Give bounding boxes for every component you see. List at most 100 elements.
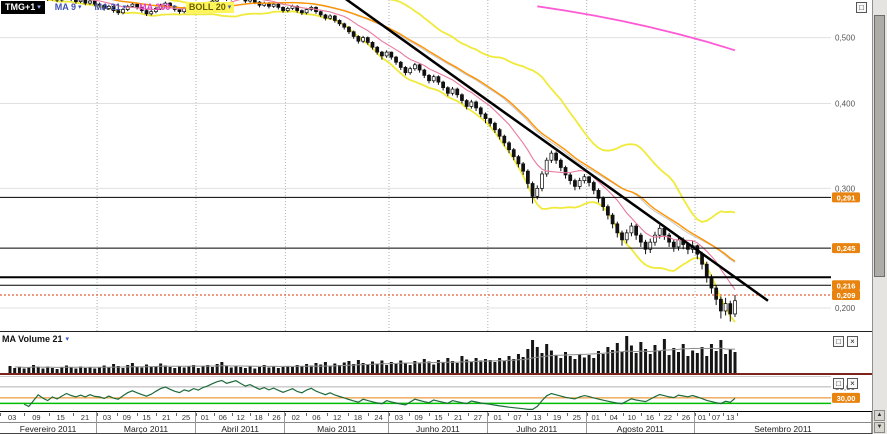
price-axis: 0,500 0,400 0,300 0,200 0,291 0,245 0,2160,209… <box>832 34 860 403</box>
axis-tick <box>622 413 624 416</box>
axis-tick <box>487 413 489 416</box>
legend-items: MA 9 ▾ MA 21 ▾ MA 200 ▾ BOLL 20 ▾ <box>52 2 235 13</box>
axis-day-label: 01 <box>591 413 600 422</box>
axis-month-label: Abril 2011 <box>221 424 259 434</box>
volume-pane <box>8 336 737 373</box>
axis-month-label: Junho 2011 <box>415 424 460 434</box>
axis-day-label: 09 <box>414 413 423 422</box>
axis-day-label: 07 <box>711 413 721 422</box>
axis-tick <box>566 413 568 416</box>
month-cell: 01 07 13 19 25 Julho 2011 <box>487 412 588 434</box>
axis-day-label: 27 <box>473 413 483 422</box>
candles-group <box>47 0 737 322</box>
symbol-label: TMG+1 <box>5 2 36 12</box>
price-axis-label: 0,200 <box>835 304 856 313</box>
axis-day-label: 25 <box>572 413 581 422</box>
axis-day-label: 16 <box>645 413 655 422</box>
axis-month-label: Agosto 2011 <box>616 424 664 434</box>
axis-tick <box>249 413 251 416</box>
axis-day-label: 22 <box>663 413 673 422</box>
axis-tick <box>285 413 287 416</box>
axis-tick <box>448 413 450 416</box>
vertical-scrollbar[interactable]: ▲ ▼ <box>872 0 887 434</box>
close-pane-icon[interactable]: × <box>847 378 858 389</box>
axis-month-label: Julho 2011 <box>516 424 558 434</box>
volume-ma-selector[interactable]: MA Volume 21 ▾ <box>2 334 69 344</box>
scroll-up-button[interactable]: ▲ <box>874 410 885 421</box>
price-axis-label: 50,00 <box>835 383 856 392</box>
chevron-down-icon: ▾ <box>227 4 232 11</box>
ma21-line <box>111 0 736 262</box>
chevron-down-icon: ▾ <box>77 4 82 11</box>
price-level-badge <box>832 392 860 403</box>
legend-item-boll-20[interactable]: BOLL 20 ▾ <box>185 2 235 13</box>
legend-item-ma-200[interactable]: MA 200 ▾ <box>136 2 179 13</box>
axis-month-label: Fevereiro 2011 <box>19 424 77 434</box>
axis-tick <box>326 413 328 416</box>
price-axis-label: 0,400 <box>835 99 856 108</box>
axis-day-label: 13 <box>726 413 735 422</box>
axis-day-label: 15 <box>56 413 65 422</box>
axis-day-label: 03 <box>394 413 404 422</box>
axis-day-label: 12 <box>333 413 342 422</box>
axis-tick <box>176 413 178 416</box>
axis-tick <box>231 413 233 416</box>
restore-pane-icon[interactable]: □ <box>833 378 844 389</box>
axis-month-label: Maio 2011 <box>317 424 357 434</box>
axis-tick <box>408 413 410 416</box>
axis-day-label: 06 <box>218 413 227 422</box>
axis-tick <box>604 413 606 416</box>
axis-day-label: 01 <box>200 413 210 422</box>
volume-ma-line <box>14 347 736 368</box>
close-pane-icon[interactable]: × <box>847 336 858 347</box>
legend-item-label: MA 200 <box>139 2 171 12</box>
axis-tick <box>195 413 197 416</box>
month-cell: 03 09 15 21 Fevereiro 2011 <box>0 412 99 434</box>
month-cell: 03 09 15 21 25 Março 2011 <box>97 412 197 434</box>
trendline[interactable] <box>344 0 769 302</box>
scrollbar-thumb[interactable] <box>874 15 885 277</box>
date-axis-separator <box>0 422 872 423</box>
axis-tick <box>586 413 588 416</box>
rsi-line <box>23 379 736 410</box>
restore-pane-icon[interactable]: □ <box>856 2 867 13</box>
chevron-down-icon: ▾ <box>172 4 176 11</box>
axis-tick <box>267 413 269 416</box>
price-level-badge-label: 0,216 <box>837 281 856 290</box>
chevron-down-icon: ▾ <box>37 4 41 11</box>
price-level-badge <box>832 192 860 203</box>
axis-tick <box>547 413 549 416</box>
chart-canvas[interactable]: 0,500 0,400 0,300 0,200 0,291 0,245 0,2160,209… <box>0 0 872 411</box>
month-cell: 01 07 13 Setembro 2011 <box>694 412 872 434</box>
price-level-badge <box>832 280 860 291</box>
month-cell: 01 06 12 18 26 Abril 2011 <box>195 412 287 434</box>
axis-day-label: 01 <box>493 413 502 422</box>
restore-pane-icon[interactable]: □ <box>833 336 844 347</box>
axis-day-label: 25 <box>181 413 191 422</box>
legend-item-ma-9[interactable]: MA 9 ▾ <box>52 2 85 13</box>
axis-day-label: 26 <box>272 413 281 422</box>
legend-item-ma-21[interactable]: MA 21 ▾ <box>91 2 129 13</box>
axis-tick <box>368 413 370 416</box>
axis-day-label: 21 <box>454 413 463 422</box>
scroll-down-button[interactable]: ▼ <box>874 422 885 433</box>
axis-tick <box>306 413 308 416</box>
symbol-selector[interactable]: TMG+1 ▾ <box>1 1 45 14</box>
axis-day-label: 18 <box>353 413 363 422</box>
legend-item-label: MA 9 <box>54 2 76 12</box>
axis-tick <box>640 413 642 416</box>
volume-bars <box>8 336 737 373</box>
axis-day-label: 21 <box>162 413 171 422</box>
chevron-down-icon: ▾ <box>122 4 127 11</box>
axis-tick <box>507 413 509 416</box>
legend-item-label: MA 21 <box>94 2 121 12</box>
axis-tick <box>428 413 430 416</box>
ma200-line <box>537 5 736 52</box>
axis-day-label: 01 <box>697 413 707 422</box>
bollinger-mid-line <box>110 0 736 263</box>
month-cell: 01 04 10 16 22 26 Agosto 2011 <box>586 412 696 434</box>
axis-tick <box>709 413 711 416</box>
axis-day-label: 03 <box>102 413 112 422</box>
axis-tick <box>468 413 470 416</box>
axis-day-label: 09 <box>122 413 131 422</box>
